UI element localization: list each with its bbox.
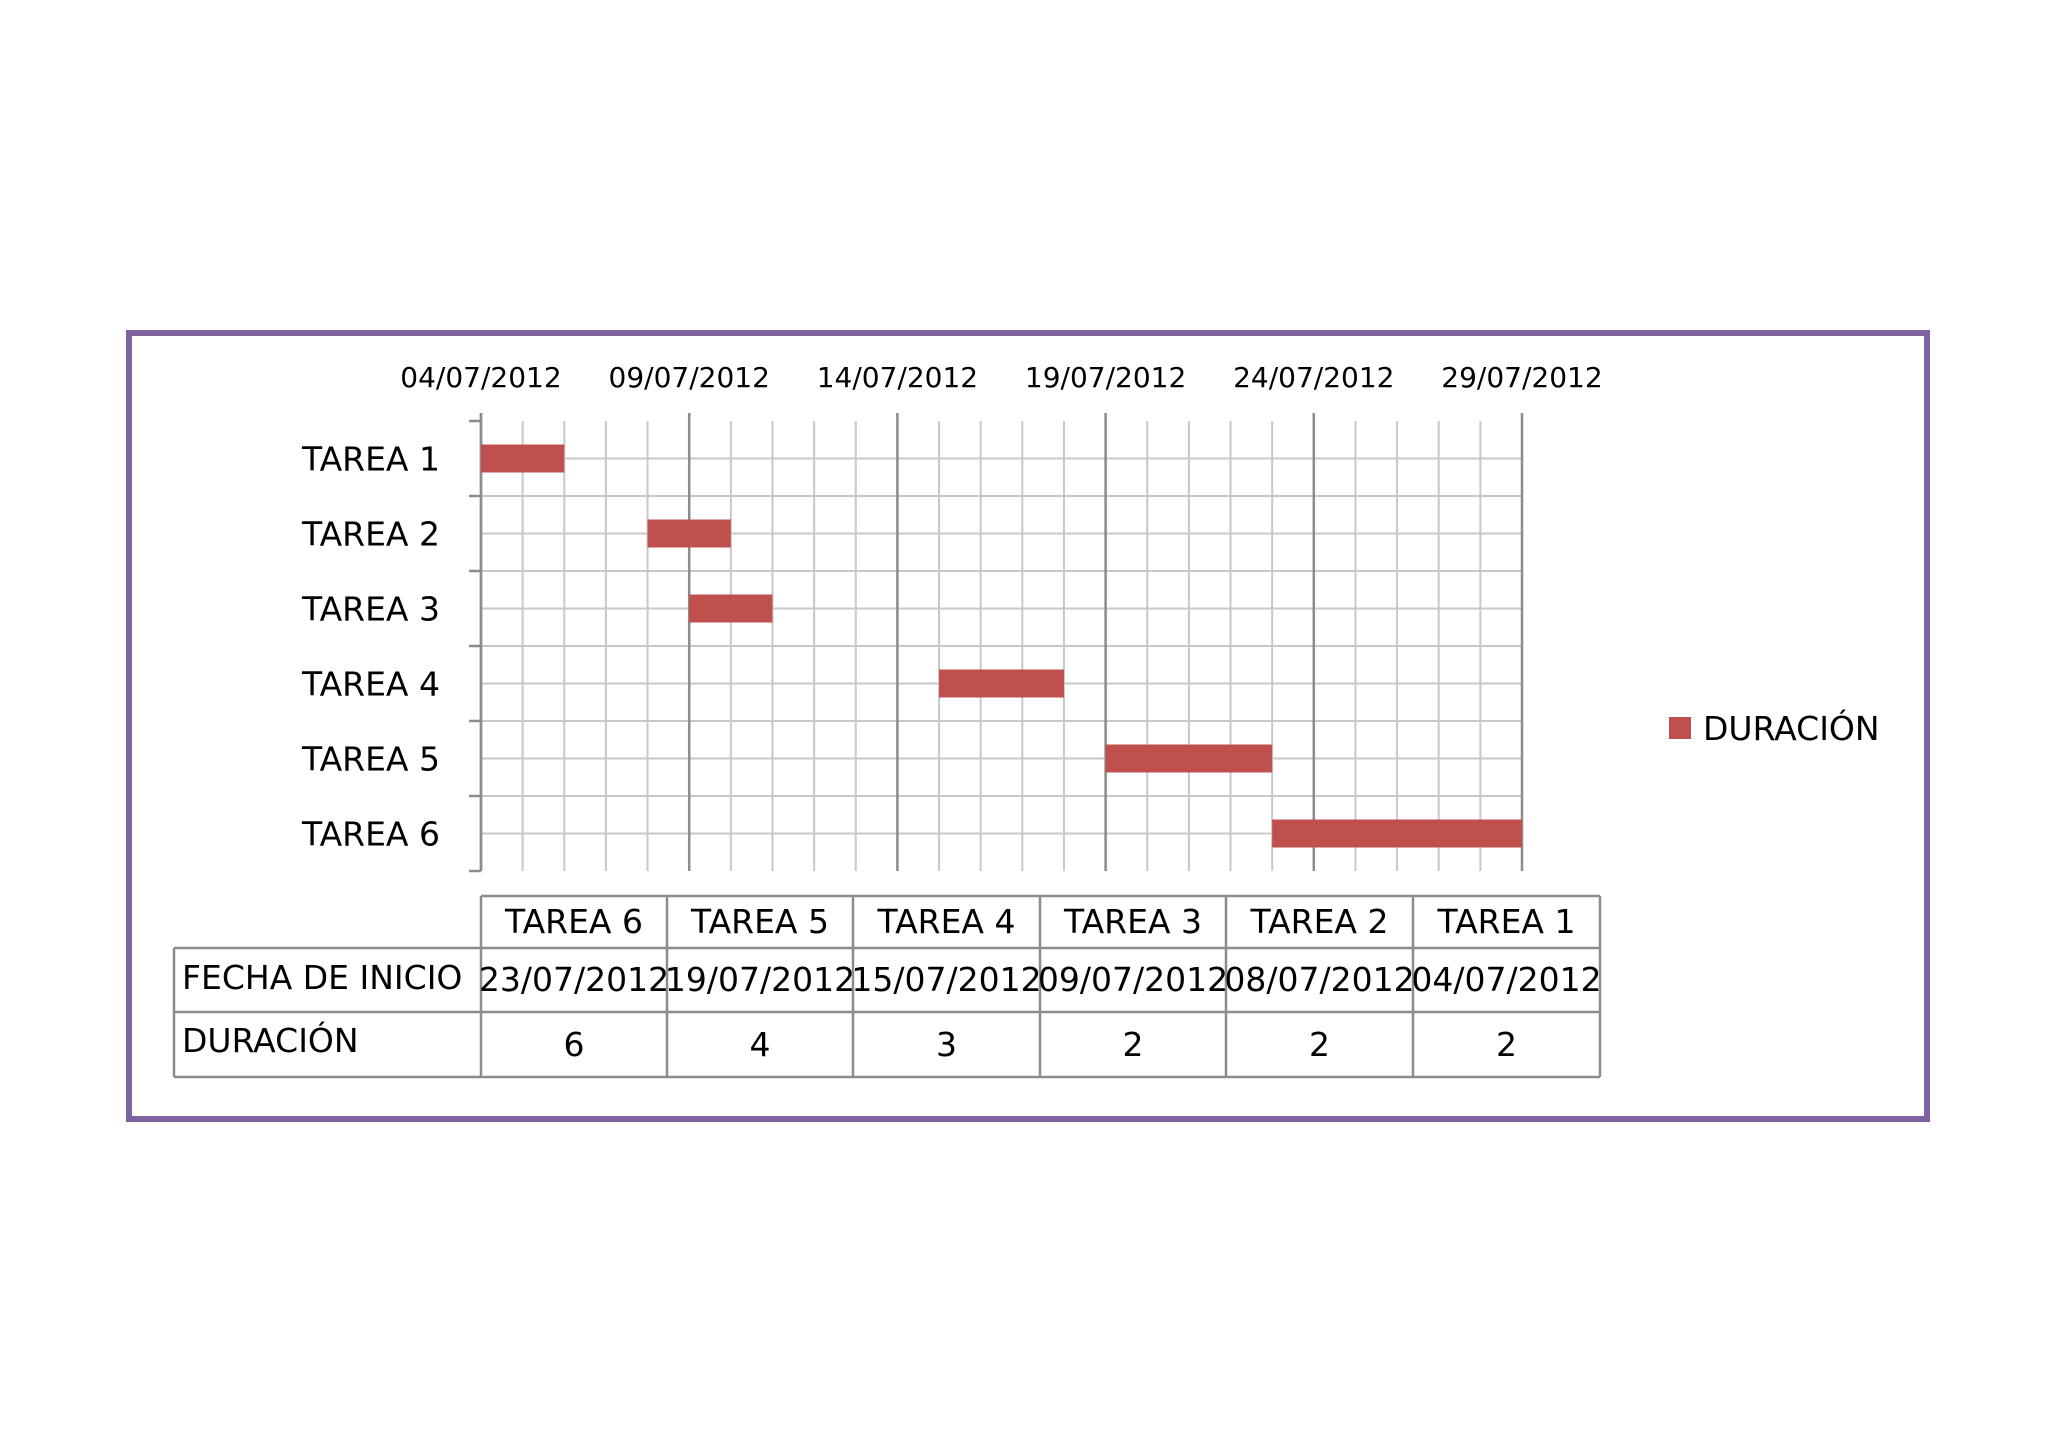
x-tick-label: 09/07/2012 [609,361,770,394]
x-tick-label: 14/07/2012 [817,361,978,394]
table-cell: 4 [750,1025,771,1064]
table-cell: 2 [1123,1025,1144,1064]
table-cell: 2 [1496,1025,1517,1064]
table-cell: 6 [564,1025,585,1064]
chart-frame [126,330,1930,1122]
gantt-bar [689,594,773,623]
legend-label: DURACIÓN [1703,708,1880,748]
table-cell: 04/07/2012 [1411,960,1601,999]
table-column-header: TAREA 2 [1249,902,1388,941]
table-row-label: FECHA DE INICIO [182,958,462,997]
table-cell: 2 [1309,1025,1330,1064]
y-category-label: TAREA 4 [301,665,440,704]
y-category-label: TAREA 3 [301,590,440,629]
table-cell: 23/07/2012 [479,960,669,999]
gantt-bar [1105,744,1273,773]
x-tick-label: 04/07/2012 [400,361,561,394]
x-tick-label: 24/07/2012 [1233,361,1394,394]
legend-swatch [1669,717,1691,739]
table-row-label: DURACIÓN [182,1020,359,1060]
y-category-label: TAREA 5 [301,740,440,779]
y-category-label: TAREA 2 [301,515,440,554]
table-cell: 19/07/2012 [665,960,855,999]
table-cell: 3 [936,1025,957,1064]
table-cell: 08/07/2012 [1224,960,1414,999]
y-category-label: TAREA 1 [301,440,440,479]
y-category-label: TAREA 6 [301,815,440,854]
gantt-bar [481,444,565,473]
gantt-bar [647,519,731,548]
gantt-bar [939,669,1064,698]
x-tick-label: 19/07/2012 [1025,361,1186,394]
table-cell: 15/07/2012 [851,960,1041,999]
x-tick-label: 29/07/2012 [1441,361,1602,394]
table-column-header: TAREA 5 [690,902,829,941]
table-cell: 09/07/2012 [1038,960,1228,999]
table-column-header: TAREA 4 [876,902,1015,941]
table-column-header: TAREA 1 [1436,902,1575,941]
gantt-bar [1272,819,1522,848]
table-column-header: TAREA 3 [1063,902,1202,941]
table-column-header: TAREA 6 [504,902,643,941]
